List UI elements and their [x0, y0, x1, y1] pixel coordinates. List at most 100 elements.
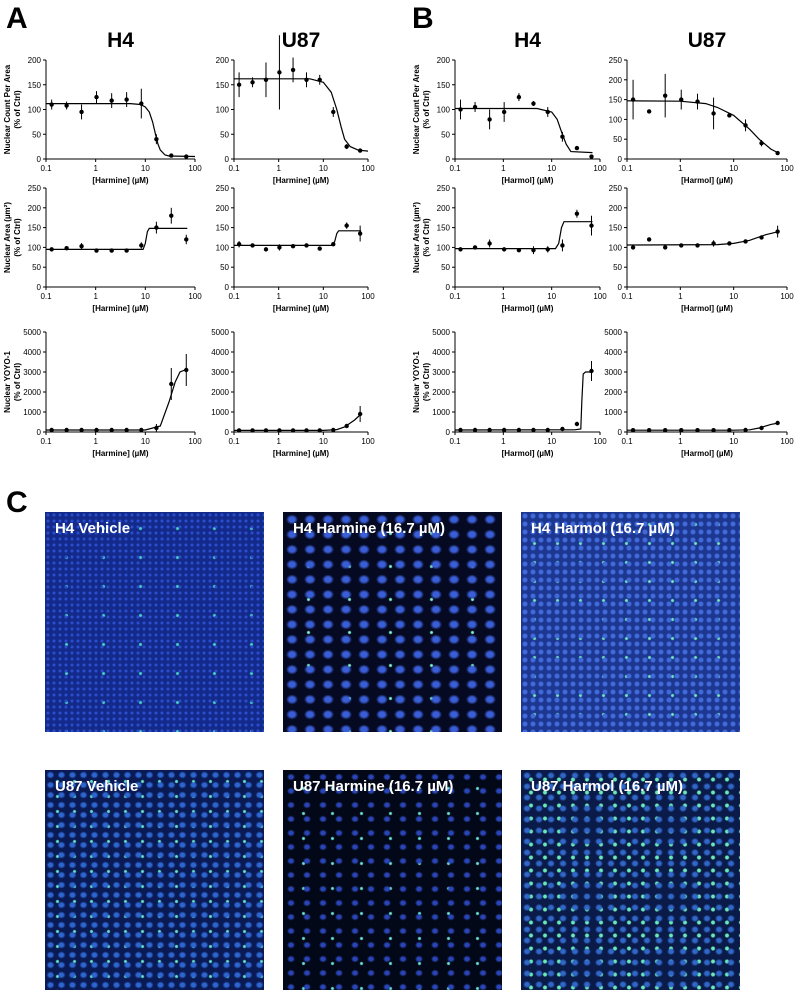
- point: [630, 97, 636, 102]
- point: [589, 368, 594, 374]
- x-axis-label: [Harmol] (µM): [502, 449, 554, 458]
- micrograph: U87 Vehicle: [45, 770, 264, 990]
- image-label: U87 Harmine (16.7 µM): [293, 778, 454, 795]
- fit-curve: [626, 100, 779, 154]
- y-tick-label: 2000: [211, 388, 229, 397]
- point: [277, 70, 282, 75]
- point: [589, 223, 594, 228]
- y-axis-label: (% of Ctrl): [422, 218, 431, 257]
- y-tick-label: 0: [37, 428, 42, 437]
- x-axis-label: [Harmine] (µM): [273, 449, 330, 458]
- y-tick-label: 50: [613, 135, 622, 144]
- x-tick-label: 10: [319, 437, 328, 446]
- point: [79, 427, 84, 433]
- point: [263, 77, 269, 83]
- y-tick-label: 1000: [23, 408, 41, 417]
- y-tick-label: 150: [28, 224, 42, 233]
- point: [516, 247, 522, 253]
- x-tick-label: 1: [501, 437, 506, 446]
- x-tick-label: 1: [276, 292, 281, 301]
- y-tick-label: 50: [32, 130, 41, 139]
- y-tick-label: 0: [37, 155, 42, 164]
- micrograph: H4 Vehicle: [45, 512, 264, 732]
- point: [695, 99, 700, 104]
- y-tick-label: 150: [609, 96, 623, 105]
- x-tick-label: 1: [678, 437, 683, 446]
- y-tick-label: 2000: [23, 388, 41, 397]
- y-tick-label: 150: [609, 224, 623, 233]
- y-tick-label: 0: [225, 155, 230, 164]
- x-tick-label: 0.1: [40, 437, 52, 446]
- point: [154, 137, 159, 142]
- y-tick-label: 250: [28, 184, 42, 193]
- y-tick-label: 50: [32, 263, 41, 272]
- point: [743, 123, 748, 128]
- point: [94, 94, 99, 100]
- point: [250, 243, 255, 248]
- y-tick-label: 100: [437, 243, 451, 252]
- point: [501, 109, 507, 115]
- x-axis-label: [Harmine] (µM): [92, 304, 149, 313]
- y-tick-label: 0: [618, 283, 623, 292]
- x-tick-label: 0.1: [228, 437, 240, 446]
- y-tick-label: 4000: [604, 348, 622, 357]
- point: [331, 242, 336, 247]
- y-axis-label: Nuclear YOYO-1: [3, 351, 12, 413]
- x-tick-label: 100: [593, 164, 607, 173]
- point: [109, 98, 114, 103]
- point: [317, 428, 322, 433]
- x-tick-label: 0.1: [228, 292, 240, 301]
- x-tick-label: 0.1: [621, 292, 633, 301]
- x-tick-label: 100: [361, 164, 375, 173]
- point: [743, 239, 748, 244]
- point: [545, 427, 550, 433]
- point: [743, 427, 748, 433]
- point: [124, 248, 129, 253]
- point: [727, 113, 732, 118]
- point: [472, 104, 478, 110]
- x-tick-label: 0.1: [621, 164, 633, 173]
- point: [49, 427, 54, 433]
- fit-curve: [627, 422, 779, 431]
- point: [759, 140, 764, 146]
- point: [501, 427, 507, 433]
- y-tick-label: 50: [220, 263, 229, 272]
- x-tick-label: 1: [501, 292, 506, 301]
- y-tick-label: 250: [609, 184, 623, 193]
- y-tick-label: 0: [618, 155, 623, 164]
- micrograph: U87 Harmol (16.7 µM): [521, 770, 740, 990]
- x-tick-label: 100: [780, 437, 794, 446]
- x-tick-label: 10: [729, 437, 738, 446]
- point: [759, 235, 764, 240]
- fit-curve: [234, 230, 362, 246]
- point: [64, 245, 69, 251]
- micrograph: H4 Harmol (16.7 µM): [521, 512, 740, 732]
- fit-curve: [454, 371, 593, 431]
- point: [124, 427, 129, 433]
- point: [277, 428, 282, 433]
- image-label: H4 Harmine (16.7 µM): [293, 520, 446, 537]
- point: [109, 427, 114, 433]
- x-axis-label: [Harmol] (µM): [502, 304, 554, 313]
- point: [344, 423, 349, 429]
- point: [727, 428, 732, 433]
- y-tick-label: 50: [441, 263, 450, 272]
- x-axis-label: [Harmine] (µM): [92, 449, 149, 458]
- x-tick-label: 100: [188, 292, 202, 301]
- point: [290, 67, 296, 73]
- x-tick-label: 100: [780, 292, 794, 301]
- point: [560, 243, 565, 248]
- y-tick-label: 200: [609, 76, 623, 85]
- fit-curve: [234, 78, 369, 152]
- y-tick-label: 0: [225, 283, 230, 292]
- point: [331, 427, 336, 433]
- y-tick-label: 100: [28, 106, 42, 115]
- x-tick-label: 10: [319, 292, 328, 301]
- y-tick-label: 50: [220, 130, 229, 139]
- y-tick-label: 3000: [23, 368, 41, 377]
- point: [487, 427, 492, 433]
- x-axis-label: [Harmol] (µM): [502, 176, 554, 185]
- x-tick-label: 0.1: [449, 164, 461, 173]
- point: [169, 153, 174, 158]
